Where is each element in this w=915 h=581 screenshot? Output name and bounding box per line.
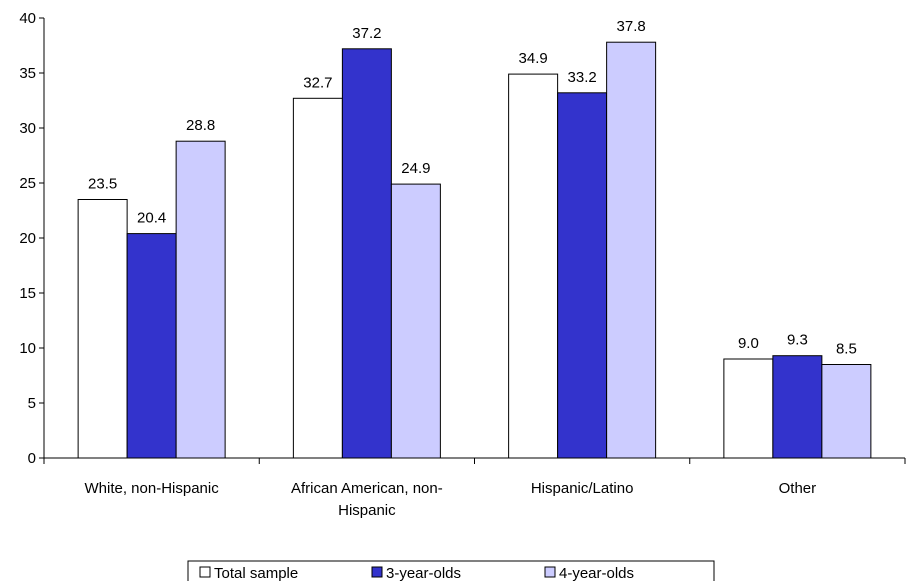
y-tick-label: 30 — [19, 120, 36, 137]
bar — [821, 364, 872, 459]
x-category-label: Other — [779, 480, 817, 497]
y-tick-label: 10 — [19, 340, 36, 357]
legend-swatch — [199, 566, 211, 578]
bars — [77, 41, 872, 459]
data-label: 37.2 — [352, 25, 381, 42]
x-category-label: Hispanic/Latino — [531, 480, 634, 497]
data-labels: 23.5 32.7 34.9 9.0 20.4 37.2 33.2 9.3 28.8 24.9 37… — [88, 18, 857, 357]
bar — [341, 48, 392, 459]
legend-label: 3-year-olds — [386, 565, 461, 581]
x-category-label: White, non-Hispanic — [85, 480, 220, 497]
legend-label: Total sample — [214, 565, 298, 581]
bar — [557, 92, 608, 459]
x-axis: White, non-Hispanic African American, non… — [43, 457, 906, 519]
data-label: 34.9 — [519, 50, 548, 67]
y-tick-label: 25 — [19, 175, 36, 192]
y-tick-label: 20 — [19, 230, 36, 247]
data-label: 24.9 — [401, 160, 430, 177]
legend: Total sample 3-year-olds 4-year-olds — [187, 560, 715, 581]
legend-box — [187, 560, 715, 581]
y-tick-label: 5 — [28, 395, 36, 412]
y-axis: 0 5 10 15 20 25 30 35 40 — [19, 10, 45, 467]
y-tick-label: 15 — [19, 285, 36, 302]
bar — [508, 73, 559, 459]
data-label: 37.8 — [617, 18, 646, 35]
data-label: 20.4 — [137, 210, 166, 227]
bar — [292, 97, 343, 459]
data-label: 33.2 — [568, 69, 597, 86]
data-label: 28.8 — [186, 117, 215, 134]
bar — [126, 233, 177, 459]
data-label: 9.0 — [738, 335, 759, 352]
bar — [606, 41, 657, 459]
data-label: 32.7 — [303, 74, 332, 91]
y-tick-label: 35 — [19, 65, 36, 82]
bar — [723, 358, 774, 459]
data-label: 9.3 — [787, 332, 808, 349]
legend-swatch — [544, 566, 556, 578]
x-category-label: Hispanic — [338, 502, 396, 519]
x-category-label: African American, non- — [291, 480, 443, 497]
data-label: 8.5 — [836, 341, 857, 358]
legend-label: 4-year-olds — [559, 565, 634, 581]
data-label: 23.5 — [88, 176, 117, 193]
bar — [77, 199, 128, 459]
bar — [772, 355, 823, 459]
bar — [175, 140, 226, 459]
legend-swatch — [371, 566, 383, 578]
y-tick-label: 0 — [28, 450, 36, 467]
bar — [390, 183, 441, 459]
y-tick-label: 40 — [19, 10, 36, 27]
